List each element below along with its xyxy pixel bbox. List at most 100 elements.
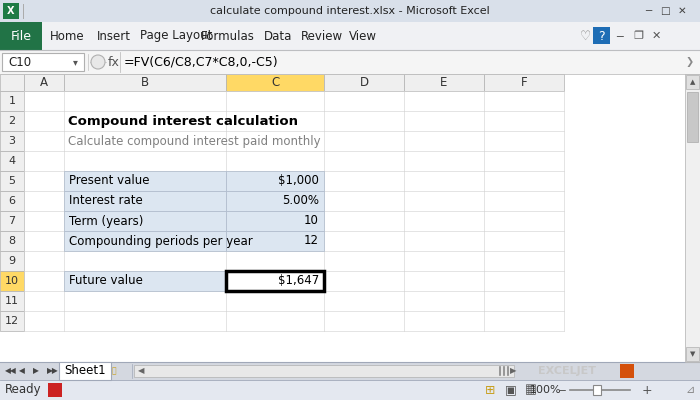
- Text: View: View: [349, 30, 377, 42]
- Text: File: File: [10, 30, 32, 42]
- Bar: [226, 74, 324, 91]
- Text: $1,647: $1,647: [278, 274, 319, 288]
- Text: Home: Home: [50, 30, 85, 42]
- Text: 12: 12: [5, 316, 19, 326]
- Text: Page Layout: Page Layout: [140, 30, 212, 42]
- Text: ⊞: ⊞: [485, 384, 496, 396]
- Text: ❐: ❐: [633, 31, 643, 41]
- Text: X: X: [7, 6, 15, 16]
- Text: D: D: [359, 76, 369, 89]
- Text: Future value: Future value: [69, 274, 143, 288]
- Text: ▶▶: ▶▶: [47, 366, 59, 376]
- Text: ⊿: ⊿: [685, 385, 694, 395]
- Text: Interest rate: Interest rate: [69, 194, 143, 208]
- Text: Term (years): Term (years): [69, 214, 144, 228]
- Text: E: E: [440, 76, 448, 89]
- Text: ?: ?: [598, 30, 604, 42]
- Text: Insert: Insert: [97, 30, 131, 42]
- Text: ▶: ▶: [510, 366, 517, 376]
- Text: calculate compound interest.xlsx - Microsoft Excel: calculate compound interest.xlsx - Micro…: [210, 6, 490, 16]
- Text: EXCELJET: EXCELJET: [538, 366, 596, 376]
- Text: A: A: [40, 76, 48, 89]
- Bar: [226, 271, 324, 291]
- Text: ✕: ✕: [651, 31, 661, 41]
- Text: ▾: ▾: [73, 57, 78, 67]
- Bar: [226, 211, 324, 231]
- Text: Compounding periods per year: Compounding periods per year: [69, 234, 253, 248]
- Text: 9: 9: [8, 256, 15, 266]
- Text: 100%: 100%: [530, 385, 561, 395]
- Text: 5.00%: 5.00%: [282, 194, 319, 208]
- Bar: [48, 383, 62, 397]
- Bar: [64, 211, 226, 231]
- Ellipse shape: [91, 55, 105, 69]
- Text: ▼: ▼: [690, 351, 695, 357]
- Text: Calculate compound interest paid monthly: Calculate compound interest paid monthly: [68, 134, 321, 148]
- Text: Present value: Present value: [69, 174, 150, 188]
- Bar: [324, 74, 404, 91]
- Bar: [59, 362, 111, 380]
- Text: ─: ─: [645, 6, 651, 16]
- Text: ✕: ✕: [678, 6, 687, 16]
- Bar: [134, 365, 514, 377]
- Bar: [0, 380, 700, 400]
- Bar: [64, 74, 226, 91]
- Text: Compound interest calculation: Compound interest calculation: [68, 114, 298, 128]
- Text: Ready: Ready: [5, 384, 41, 396]
- Text: □: □: [660, 6, 670, 16]
- Bar: [0, 151, 24, 171]
- Bar: [226, 171, 324, 191]
- Bar: [0, 271, 24, 291]
- Text: Review: Review: [301, 30, 343, 42]
- Bar: [0, 211, 24, 231]
- Bar: [0, 22, 42, 50]
- Text: =FV(C6/C8,C7*C8,0,-C5): =FV(C6/C8,C7*C8,0,-C5): [124, 56, 279, 68]
- Bar: [0, 291, 24, 311]
- Text: 10: 10: [5, 276, 19, 286]
- Text: 🔑: 🔑: [112, 366, 117, 376]
- Text: F: F: [521, 76, 527, 89]
- Text: Formulas: Formulas: [201, 30, 255, 42]
- Bar: [0, 74, 24, 91]
- Bar: [0, 231, 24, 251]
- Bar: [404, 74, 484, 91]
- Bar: [24, 74, 64, 91]
- Bar: [0, 171, 24, 191]
- Text: ▣: ▣: [505, 384, 517, 396]
- Text: Sheet1: Sheet1: [64, 364, 106, 378]
- Bar: [0, 74, 700, 362]
- Bar: [64, 171, 226, 191]
- Text: Data: Data: [264, 30, 293, 42]
- Text: ◀: ◀: [138, 366, 144, 376]
- Bar: [64, 231, 226, 251]
- Text: ◀: ◀: [19, 366, 25, 376]
- Text: 3: 3: [8, 136, 15, 146]
- Text: 12: 12: [304, 234, 319, 248]
- Bar: [484, 74, 564, 91]
- Text: fx: fx: [108, 56, 120, 68]
- Text: $1,000: $1,000: [278, 174, 319, 188]
- Text: 1: 1: [8, 96, 15, 106]
- Bar: [593, 385, 601, 395]
- Bar: [0, 362, 700, 380]
- Bar: [64, 271, 226, 291]
- Text: 4: 4: [8, 156, 15, 166]
- Text: 7: 7: [8, 216, 15, 226]
- Text: +: +: [642, 384, 652, 396]
- Bar: [620, 364, 634, 378]
- Text: 11: 11: [5, 296, 19, 306]
- Text: B: B: [141, 76, 149, 89]
- Text: ▶: ▶: [33, 366, 39, 376]
- Bar: [686, 75, 699, 89]
- Bar: [0, 22, 700, 50]
- Bar: [0, 131, 24, 151]
- Bar: [2, 53, 84, 71]
- Text: ▲: ▲: [690, 79, 695, 85]
- Text: C: C: [271, 76, 279, 89]
- Text: ❯: ❯: [686, 57, 694, 67]
- Text: ─: ─: [558, 385, 565, 395]
- Bar: [0, 50, 700, 74]
- Bar: [593, 27, 610, 44]
- Bar: [0, 91, 24, 111]
- Bar: [3, 3, 19, 19]
